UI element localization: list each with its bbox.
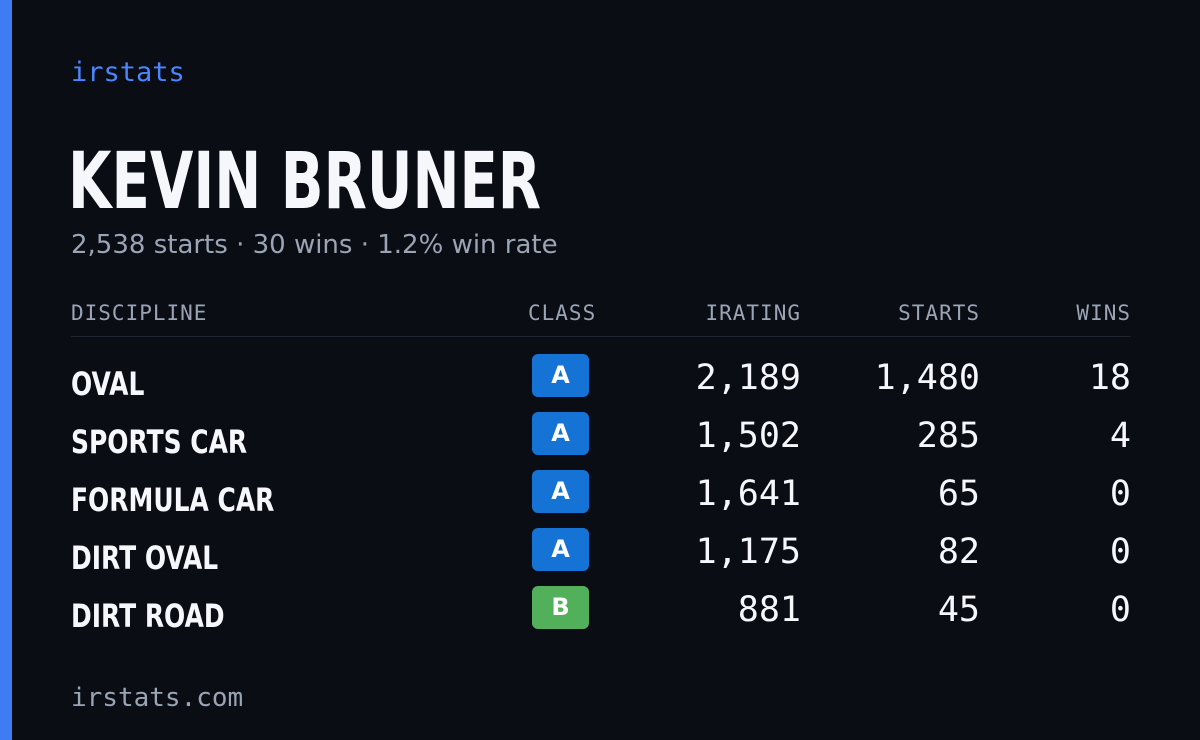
starts-value: 1,480 — [874, 358, 980, 398]
table-row: OVAL A 2,189 1,480 18 — [71, 350, 1131, 408]
starts-value: 82 — [937, 532, 980, 572]
wins-value: 18 — [1088, 358, 1131, 398]
column-header-irating: IRATING — [705, 301, 801, 325]
starts-value: 45 — [937, 590, 980, 630]
class-badge: A — [532, 528, 589, 571]
discipline-name: FORMULA CAR — [71, 481, 275, 519]
class-badge: B — [532, 586, 589, 629]
class-badge: A — [532, 354, 589, 397]
irating-value: 881 — [737, 590, 801, 630]
table-row: SPORTS CAR A 1,502 285 4 — [71, 408, 1131, 466]
column-header-wins: WINS — [1076, 301, 1131, 325]
irating-value: 2,189 — [695, 358, 801, 398]
player-summary: 2,538 starts · 30 wins · 1.2% win rate — [71, 230, 558, 260]
starts-value: 65 — [937, 474, 980, 514]
table-header: DISCIPLINE CLASS IRATING STARTS WINS — [71, 299, 1131, 329]
discipline-name: OVAL — [71, 365, 145, 403]
player-name: KEVIN BRUNER — [68, 137, 542, 227]
brand-logo: irstats — [71, 57, 185, 88]
wins-value: 0 — [1109, 532, 1131, 572]
starts-value: 285 — [916, 416, 980, 456]
irating-value: 1,175 — [695, 532, 801, 572]
table-row: DIRT ROAD B 881 45 0 — [71, 582, 1131, 640]
wins-value: 4 — [1109, 416, 1131, 456]
discipline-name: SPORTS CAR — [71, 423, 248, 461]
column-header-discipline: DISCIPLINE — [71, 301, 208, 325]
wins-value: 0 — [1109, 590, 1131, 630]
irating-value: 1,502 — [695, 416, 801, 456]
header-divider — [71, 336, 1131, 337]
column-header-class: CLASS — [528, 301, 597, 325]
stats-table: OVAL A 2,189 1,480 18 SPORTS CAR A 1,502… — [71, 350, 1131, 640]
table-row: DIRT OVAL A 1,175 82 0 — [71, 524, 1131, 582]
discipline-name: DIRT ROAD — [71, 597, 225, 635]
discipline-name: DIRT OVAL — [71, 539, 219, 577]
class-badge: A — [532, 412, 589, 455]
accent-bar — [0, 0, 12, 740]
column-header-starts: STARTS — [898, 301, 980, 325]
footer-domain: irstats.com — [71, 683, 244, 713]
wins-value: 0 — [1109, 474, 1131, 514]
irating-value: 1,641 — [695, 474, 801, 514]
class-badge: A — [532, 470, 589, 513]
table-row: FORMULA CAR A 1,641 65 0 — [71, 466, 1131, 524]
